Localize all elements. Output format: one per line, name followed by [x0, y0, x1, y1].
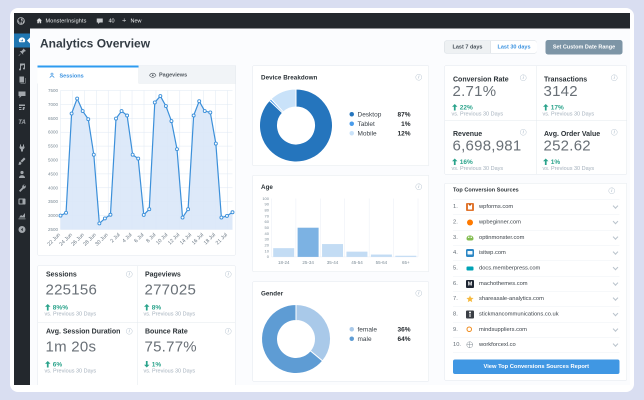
svg-text:18-24: 18-24: [278, 260, 290, 265]
svg-text:45-54: 45-54: [351, 260, 363, 265]
svg-text:6500: 6500: [48, 116, 59, 121]
svg-text:21 Jul: 21 Jul: [215, 232, 229, 246]
svg-text:55-64: 55-64: [376, 260, 388, 265]
svg-text:10: 10: [265, 248, 270, 253]
svg-text:10 Jul: 10 Jul: [155, 232, 169, 246]
svg-text:24 Jun: 24 Jun: [58, 232, 73, 247]
svg-text:70: 70: [265, 213, 270, 218]
svg-text:2500: 2500: [48, 227, 59, 232]
svg-text:3500: 3500: [48, 199, 59, 204]
svg-text:6000: 6000: [48, 130, 59, 135]
svg-text:7500: 7500: [48, 88, 59, 93]
svg-text:65+: 65+: [402, 260, 410, 265]
svg-text:100: 100: [262, 196, 269, 201]
svg-text:0: 0: [267, 254, 270, 259]
svg-text:50: 50: [265, 225, 270, 230]
svg-text:25-34: 25-34: [302, 260, 314, 265]
svg-text:30 Jun: 30 Jun: [94, 232, 109, 247]
svg-text:30: 30: [265, 237, 270, 242]
svg-text:20: 20: [265, 242, 270, 247]
svg-text:90: 90: [265, 202, 270, 207]
svg-text:7000: 7000: [48, 102, 59, 107]
svg-text:40: 40: [265, 231, 270, 236]
svg-text:14 Jul: 14 Jul: [179, 232, 193, 246]
svg-text:22 Jun: 22 Jun: [47, 232, 62, 247]
svg-text:5000: 5000: [48, 158, 59, 163]
svg-text:2 Jul: 2 Jul: [109, 232, 121, 244]
svg-text:18 Jul: 18 Jul: [203, 232, 217, 246]
svg-text:TA: TA: [18, 120, 26, 126]
svg-text:3000: 3000: [48, 213, 59, 218]
svg-text:16 Jul: 16 Jul: [191, 232, 205, 246]
svg-text:4000: 4000: [48, 185, 59, 190]
svg-text:12 Jul: 12 Jul: [167, 232, 181, 246]
svg-text:5500: 5500: [48, 144, 59, 149]
svg-text:28 Jun: 28 Jun: [82, 232, 97, 247]
svg-text:6 Jul: 6 Jul: [133, 232, 145, 244]
svg-text:26 Jun: 26 Jun: [70, 232, 85, 247]
svg-text:4 Jul: 4 Jul: [121, 232, 133, 244]
svg-text:35-44: 35-44: [327, 260, 339, 265]
svg-text:80: 80: [265, 207, 270, 212]
svg-text:60: 60: [265, 219, 270, 224]
svg-text:4500: 4500: [48, 171, 59, 176]
